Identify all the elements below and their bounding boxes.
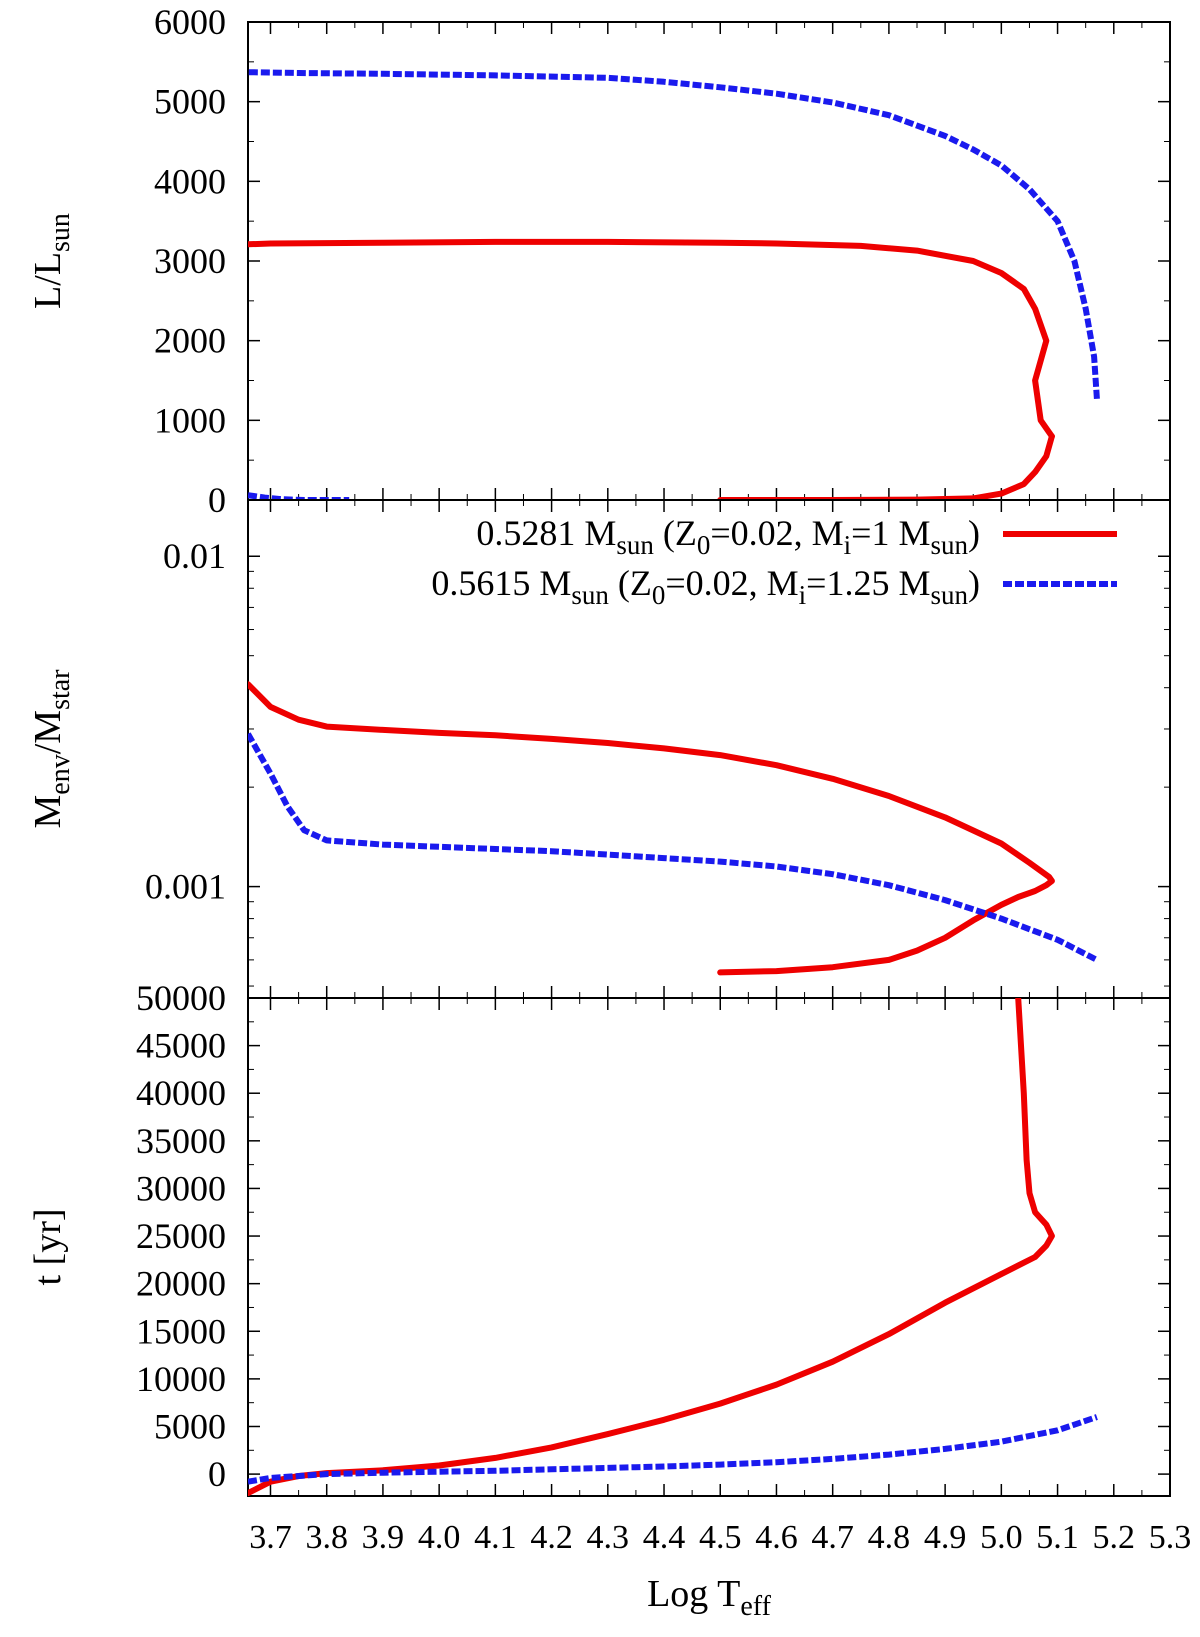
legend-text-part: ) (968, 513, 980, 553)
legend-text-part: (Z (609, 563, 652, 603)
y-tick-label: 1000 (154, 400, 226, 440)
series-line-envelope-0 (248, 681, 1055, 976)
series-line-time-1 (248, 1414, 1098, 1485)
series-line-luminosity-0 (248, 238, 1055, 440)
y-axis-label-sub2: star (45, 669, 76, 710)
y-tick-label: 0.001 (145, 867, 226, 907)
legend-text-part: (Z (654, 513, 697, 553)
x-axis-label-sub: eff (740, 1591, 771, 1622)
series-line-luminosity-1 (717, 433, 1055, 500)
panel-frame (247, 21, 1171, 501)
legend-text-part: =0.02, M (710, 513, 843, 553)
x-tick-label: 3.8 (305, 1519, 348, 1556)
y-axis-label: Menv/Mstar (27, 669, 76, 829)
x-tick-label: 5.3 (1149, 1519, 1192, 1556)
x-tick-label: 5.0 (980, 1519, 1023, 1556)
x-tick-label: 3.9 (362, 1519, 405, 1556)
series-line-time-0 (248, 998, 1055, 1496)
y-tick-label: 35000 (136, 1121, 226, 1161)
y-axis-label: L/Lsun (27, 213, 76, 309)
y-tick-label: 5000 (154, 1406, 226, 1446)
x-tick-label: 4.8 (868, 1519, 911, 1556)
y-axis-label-main: L/L (27, 252, 69, 309)
legend-text-part: i (844, 530, 852, 560)
series-line-luminosity-2 (248, 69, 1100, 399)
x-axis-label-main: Log T (647, 1573, 740, 1615)
series-line-luminosity-3 (248, 492, 350, 500)
x-tick-label: 4.9 (924, 1519, 967, 1556)
panel-luminosity: 0 1000 2000 3000 4000 5000 6000 L/Lsun (27, 2, 1171, 520)
x-axis-label: Log Teff (647, 1573, 771, 1622)
legend-text-part: i (799, 580, 807, 610)
y-axis-label: t [yr] (27, 1208, 69, 1285)
y-tick-label: 50000 (136, 978, 226, 1018)
y-tick-label: 30000 (136, 1168, 226, 1208)
legend-text-part: 0.5281 M (476, 513, 616, 553)
y-tick-label: 3000 (154, 241, 226, 281)
y-axis-label-main: M (27, 795, 69, 829)
legend-text-part: =1.25 M (806, 563, 930, 603)
legend-text-part: sun (930, 580, 968, 610)
x-tick-label: 4.1 (474, 1519, 517, 1556)
x-tick-label: 4.6 (755, 1519, 798, 1556)
x-tick-label: 4.2 (530, 1519, 573, 1556)
legend-label-0: 0.5281 Msun (Z0=0.02, Mi=1 Msun) (476, 513, 980, 560)
y-tick-label: 0 (208, 480, 226, 520)
panel-time: 0 5000 10000 15000 20000 25000 30000 35000 40000… (27, 978, 1191, 1622)
x-tick-label: 4.0 (418, 1519, 461, 1556)
y-tick-label: 2000 (154, 321, 226, 361)
y-tick-label: 40000 (136, 1073, 226, 1113)
x-tick-label: 4.7 (811, 1519, 854, 1556)
legend-text-part: sun (930, 530, 968, 560)
legend-text-part: sun (616, 530, 654, 560)
y-tick-label: 0 (208, 1454, 226, 1494)
legend-text-part: sun (571, 580, 609, 610)
legend-text-part: =1 M (851, 513, 930, 553)
panel-frame (247, 997, 1171, 1497)
legend-text-part: ) (968, 563, 980, 603)
legend-text-part: 0.5615 M (431, 563, 571, 603)
y-tick-label: 6000 (154, 2, 226, 42)
y-axis-label-sub: env (45, 754, 76, 794)
y-tick-label: 5000 (154, 82, 226, 122)
x-tick-label: 5.1 (1036, 1519, 1079, 1556)
series-line-envelope-1 (248, 732, 1099, 963)
x-tick-label: 3.7 (249, 1519, 292, 1556)
x-tick-label: 4.3 (587, 1519, 630, 1556)
x-tick-label: 4.5 (699, 1519, 742, 1556)
y-tick-label: 25000 (136, 1216, 226, 1256)
legend-text-part: 0 (652, 580, 666, 610)
y-tick-label: 4000 (154, 161, 226, 201)
y-tick-label: 20000 (136, 1264, 226, 1304)
legend-text-part: 0 (697, 530, 711, 560)
y-tick-label: 0.01 (163, 536, 226, 576)
x-tick-label: 5.2 (1093, 1519, 1136, 1556)
y-tick-label: 15000 (136, 1311, 226, 1351)
y-axis-label-mid: /M (27, 710, 69, 754)
y-tick-label: 45000 (136, 1026, 226, 1066)
y-tick-label: 10000 (136, 1359, 226, 1399)
y-axis-label-sub: sun (45, 213, 76, 252)
legend-text-part: =0.02, M (665, 563, 798, 603)
legend-label-1: 0.5615 Msun (Z0=0.02, Mi=1.25 Msun) (431, 563, 980, 610)
x-tick-label: 4.4 (643, 1519, 686, 1556)
